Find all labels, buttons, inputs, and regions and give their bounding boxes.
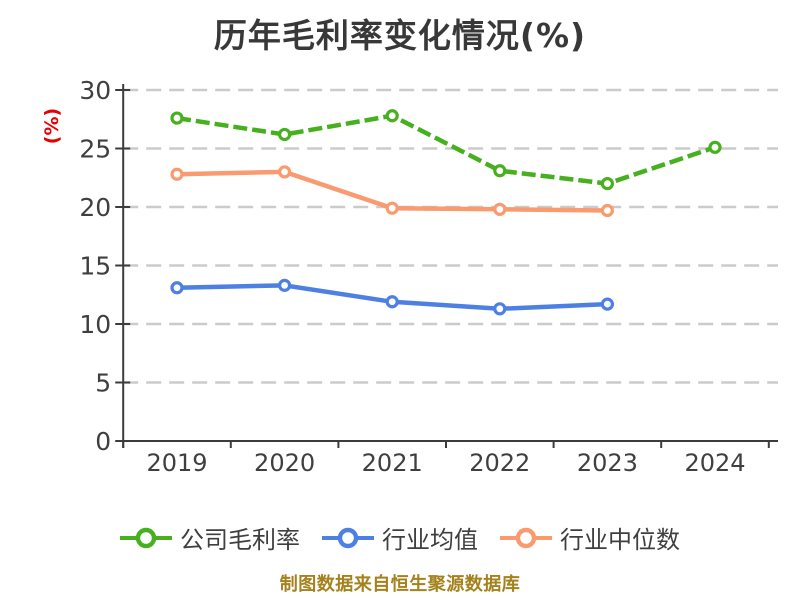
data-point-company-gross-margin [493,164,507,178]
y-tick-label: 0 [95,427,111,456]
y-tick-label: 25 [79,135,111,164]
data-point-company-gross-margin [600,177,615,191]
y-tick-label: 15 [79,252,111,281]
y-axis-unit-label: (%) [41,108,63,144]
data-point-industry-median [493,202,507,216]
chart-legend: 公司毛利率 行业均值 行业中位数 [0,520,800,555]
data-point-company-gross-margin [278,127,292,142]
series-line-company-gross-margin [176,113,716,186]
data-point-company-gross-margin [170,111,184,125]
data-point-industry-median [600,203,615,218]
legend-label-company-gross-margin: 公司毛利率 [180,526,300,554]
x-tick-label: 2021 [362,449,423,477]
data-source-note: 制图数据来自恒生聚源数据库 [279,574,521,595]
data-point-industry-average [170,281,184,295]
y-tick-label: 30 [79,76,111,105]
x-tick-label: 2023 [577,449,638,477]
y-tick-label: 20 [79,193,111,222]
legend-marker-industry-median [500,527,552,548]
legend-item-company-gross-margin[interactable]: 公司毛利率 [120,520,300,555]
y-tick-label: 10 [79,310,111,339]
x-tick-label: 2024 [684,449,745,477]
legend-marker-industry-average [322,527,374,548]
legend-item-industry-average[interactable]: 行业均值 [322,520,478,555]
y-tick-label: 5 [95,369,111,398]
data-point-industry-average [385,295,399,309]
data-point-company-gross-margin [708,140,722,154]
chart-title: 历年毛利率变化情况(%) [213,16,587,55]
x-tick-label: 2022 [469,449,530,477]
data-point-industry-median [278,165,292,179]
legend-marker-company-gross-margin [120,527,172,548]
data-point-industry-median [385,201,399,215]
legend-item-industry-median[interactable]: 行业中位数 [500,520,680,555]
data-point-industry-average [493,302,507,316]
data-point-company-gross-margin [385,109,399,123]
data-point-industry-average [278,278,292,292]
data-point-industry-average [600,297,615,311]
legend-label-industry-average: 行业均值 [382,526,478,554]
legend-label-industry-median: 行业中位数 [560,526,680,554]
x-tick-label: 2019 [146,449,207,477]
x-tick-label: 2020 [254,449,315,477]
data-point-industry-median [170,167,184,181]
